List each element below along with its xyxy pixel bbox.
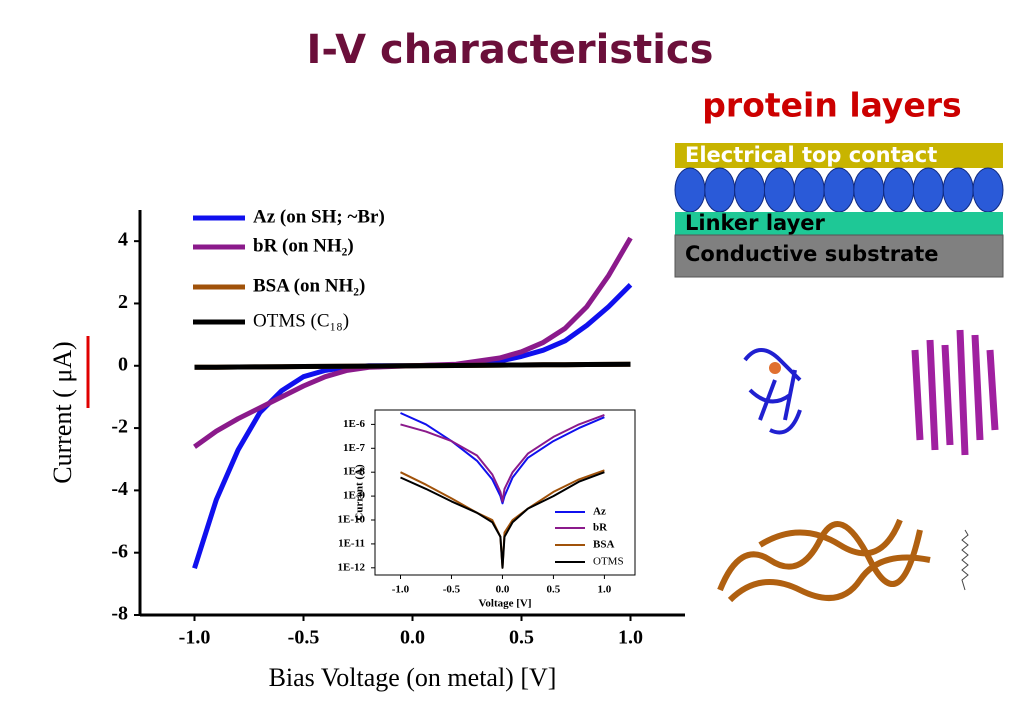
layer-label: Linker layer <box>685 211 825 235</box>
protein-layer <box>674 167 1004 213</box>
y-tick-label: 1E-8 <box>343 466 366 478</box>
x-tick-label: -0.5 <box>443 584 461 596</box>
protein-bead <box>734 167 766 213</box>
protein-bead <box>883 167 915 213</box>
y-tick-label: 2 <box>118 291 128 313</box>
y-tick-label: 0 <box>118 353 128 375</box>
x-axis-label: Voltage [V] <box>478 598 531 610</box>
protein-bead <box>674 167 706 213</box>
protein-bead <box>912 167 944 213</box>
legend-label: BSA (on NH₂) <box>253 275 365 296</box>
x-tick-label: 1.0 <box>598 584 612 596</box>
legend-label: bR <box>593 522 608 534</box>
x-tick-label: -1.0 <box>179 627 211 649</box>
y-tick-label: 1E-7 <box>343 442 366 454</box>
protein-bead <box>704 167 736 213</box>
y-tick-label: 1E-9 <box>343 490 366 502</box>
series-line <box>400 471 605 569</box>
x-tick-label: -0.5 <box>288 627 320 649</box>
y-axis-label: Current (A) <box>354 464 366 521</box>
x-tick-label: 0.5 <box>509 627 534 649</box>
y-tick-label: 1E-11 <box>338 537 365 549</box>
layer-label: Conductive substrate <box>685 242 939 266</box>
otms-molecule <box>961 529 969 591</box>
x-tick-label: 0.0 <box>400 627 425 649</box>
protein-az <box>743 348 802 435</box>
y-tick-label: 1E-10 <box>338 514 366 526</box>
y-tick-label: -8 <box>111 603 128 625</box>
y-tick-label: -4 <box>111 478 128 500</box>
protein-bsa <box>717 518 931 603</box>
legend-label: OTMS <box>593 556 624 568</box>
protein-bead <box>763 167 795 213</box>
x-tick-label: -1.0 <box>392 584 410 596</box>
slide-title: I-V characteristics <box>307 27 714 73</box>
x-axis-label: Bias Voltage (on metal) [V] <box>269 663 557 692</box>
y-tick-label: 1E-6 <box>343 418 366 430</box>
x-tick-label: 0.5 <box>547 584 561 596</box>
series-line <box>400 413 605 503</box>
x-tick-label: 1.0 <box>618 627 643 649</box>
protein-bead <box>972 167 1004 213</box>
protein-bead <box>942 167 974 213</box>
y-tick-label: -2 <box>111 416 128 438</box>
substrate <box>674 234 1004 278</box>
legend-label: Az (on SH; ~Br) <box>253 206 385 227</box>
y-tick-label: 1E-12 <box>338 561 366 573</box>
y-tick-label: -6 <box>111 540 128 562</box>
protein-bead <box>793 167 825 213</box>
subtitle: protein layers <box>702 86 961 125</box>
legend-label: bR (on NH₂) <box>253 235 354 256</box>
legend-label: BSA <box>593 539 614 551</box>
top-contact <box>675 143 1003 168</box>
y-tick-label: 4 <box>118 229 128 251</box>
layer-label: Electrical top contact <box>685 143 937 167</box>
x-tick-label: 0.0 <box>496 584 510 596</box>
legend-label: Az <box>593 506 606 518</box>
protein-br <box>911 329 999 456</box>
series-line <box>194 361 631 370</box>
protein-bead <box>823 167 855 213</box>
protein-bead <box>853 167 885 213</box>
linker-layer <box>675 212 1003 235</box>
y-axis-label: Current ( μA) <box>48 341 77 483</box>
legend-label: OTMS (C₁₈) <box>253 310 349 331</box>
